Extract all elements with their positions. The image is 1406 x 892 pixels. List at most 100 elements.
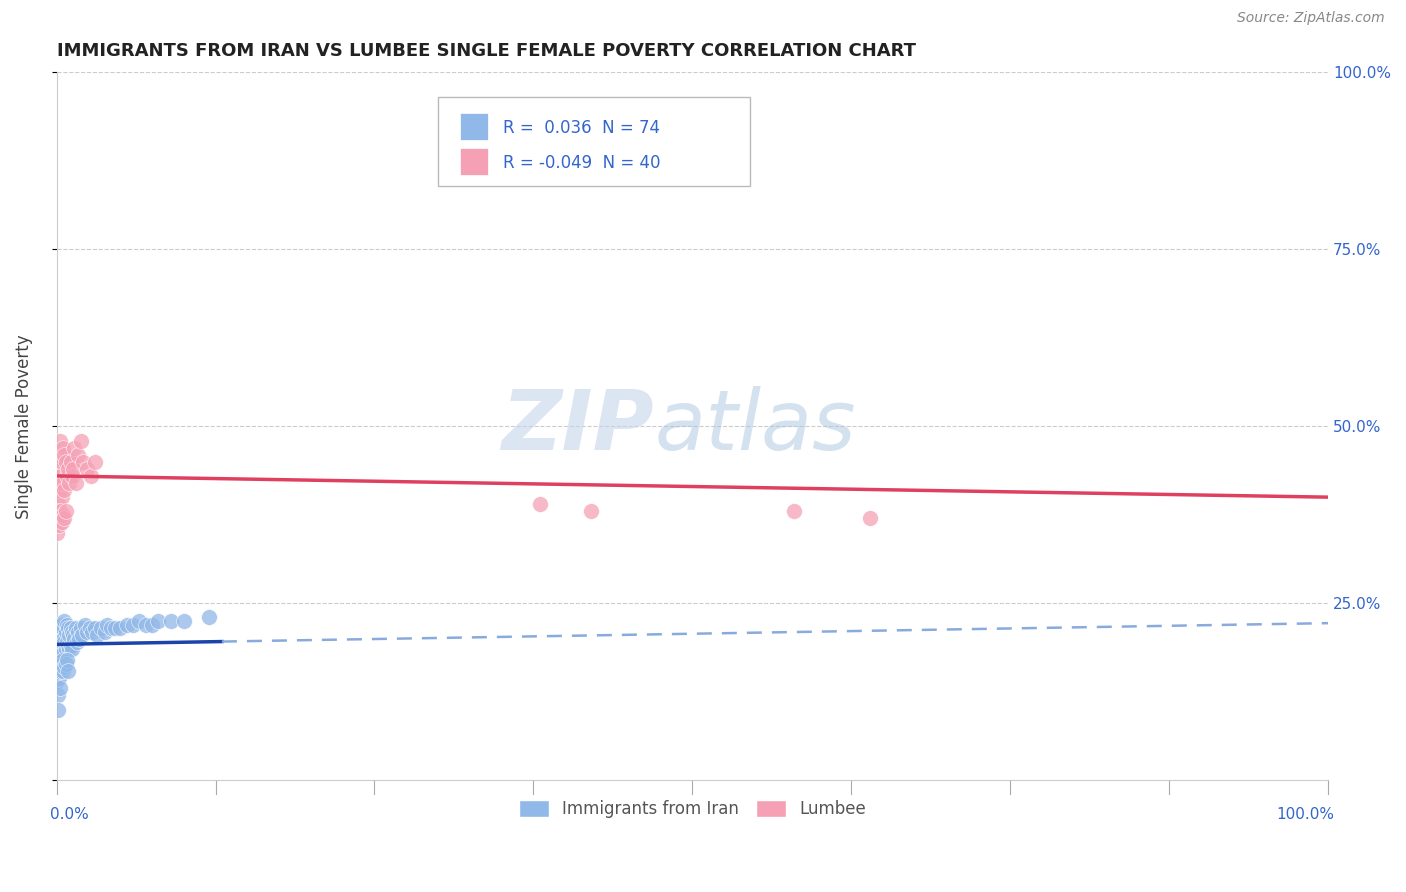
Point (65, 475, 87, 490)
Point (49, 649, 72, 664)
Point (60, 624, 83, 639)
Point (135, 617, 157, 632)
Point (52, 508, 75, 522)
Point (579, 504, 602, 518)
FancyBboxPatch shape (460, 113, 488, 140)
Point (55, 455, 77, 469)
Point (56, 462, 79, 476)
Point (55, 469, 77, 483)
Point (49, 681, 72, 696)
Point (48, 642, 70, 657)
Point (80, 469, 103, 483)
Text: IMMIGRANTS FROM IRAN VS LUMBEE SINGLE FEMALE POVERTY CORRELATION CHART: IMMIGRANTS FROM IRAN VS LUMBEE SINGLE FE… (56, 42, 915, 60)
Point (53, 660, 76, 674)
Point (65, 621, 87, 635)
Point (62, 462, 84, 476)
Point (53, 448, 76, 462)
Point (49, 434, 72, 448)
Point (51, 455, 73, 469)
Point (783, 504, 806, 518)
Point (51, 617, 73, 632)
Point (52, 664, 75, 678)
Text: atlas: atlas (654, 386, 856, 467)
Point (67, 448, 90, 462)
Point (55, 653, 77, 667)
Point (56, 664, 79, 678)
Y-axis label: Single Female Poverty: Single Female Poverty (15, 334, 32, 518)
Point (53, 483, 76, 497)
Point (52, 632, 75, 646)
Point (48, 660, 70, 674)
Point (859, 511, 882, 525)
Point (55, 642, 77, 657)
Point (46, 646, 69, 660)
Point (52, 441, 75, 455)
Point (79, 621, 101, 635)
Point (63, 441, 86, 455)
Point (49, 628, 72, 642)
Point (55, 624, 77, 639)
Point (58, 475, 80, 490)
Legend: Immigrants from Iran, Lumbee: Immigrants from Iran, Lumbee (512, 794, 873, 825)
Point (128, 614, 150, 628)
Point (55, 504, 77, 518)
Point (83, 455, 105, 469)
Point (69, 434, 91, 448)
Point (46, 657, 69, 671)
Point (100, 621, 122, 635)
Point (51, 515, 73, 529)
Point (56, 639, 79, 653)
Point (45, 635, 67, 649)
Point (52, 653, 75, 667)
Point (141, 617, 163, 632)
Point (58, 642, 80, 657)
Point (49, 621, 72, 635)
Point (115, 617, 138, 632)
Text: R =  0.036  N = 74: R = 0.036 N = 74 (503, 119, 659, 136)
Point (46, 462, 69, 476)
Point (46, 497, 69, 511)
Text: 0.0%: 0.0% (51, 807, 89, 822)
Text: 100.0%: 100.0% (1277, 807, 1334, 822)
Point (48, 624, 70, 639)
Point (59, 639, 82, 653)
Point (45, 525, 67, 540)
Point (45, 475, 67, 490)
Point (46, 702, 69, 716)
Point (48, 483, 70, 497)
FancyBboxPatch shape (460, 148, 488, 175)
Point (53, 511, 76, 525)
Point (62, 628, 84, 642)
Point (67, 624, 90, 639)
Point (59, 621, 82, 635)
FancyBboxPatch shape (439, 97, 749, 186)
Point (76, 462, 98, 476)
Point (45, 674, 67, 689)
Point (529, 497, 551, 511)
Text: R = -0.049  N = 40: R = -0.049 N = 40 (503, 154, 661, 172)
Point (52, 475, 75, 490)
Point (55, 617, 77, 632)
Point (53, 635, 76, 649)
Point (173, 614, 195, 628)
Point (96, 617, 118, 632)
Point (49, 664, 72, 678)
Point (94, 624, 117, 639)
Point (49, 639, 72, 653)
Point (49, 504, 72, 518)
Point (48, 448, 70, 462)
Text: ZIP: ZIP (502, 386, 654, 467)
Point (46, 649, 69, 664)
Point (59, 455, 82, 469)
Point (73, 617, 96, 632)
Point (122, 617, 145, 632)
Point (53, 614, 76, 628)
Point (60, 469, 83, 483)
Point (51, 490, 73, 504)
Point (58, 628, 80, 642)
Point (49, 469, 72, 483)
Point (104, 621, 127, 635)
Point (48, 671, 70, 685)
Point (76, 624, 98, 639)
Point (51, 635, 73, 649)
